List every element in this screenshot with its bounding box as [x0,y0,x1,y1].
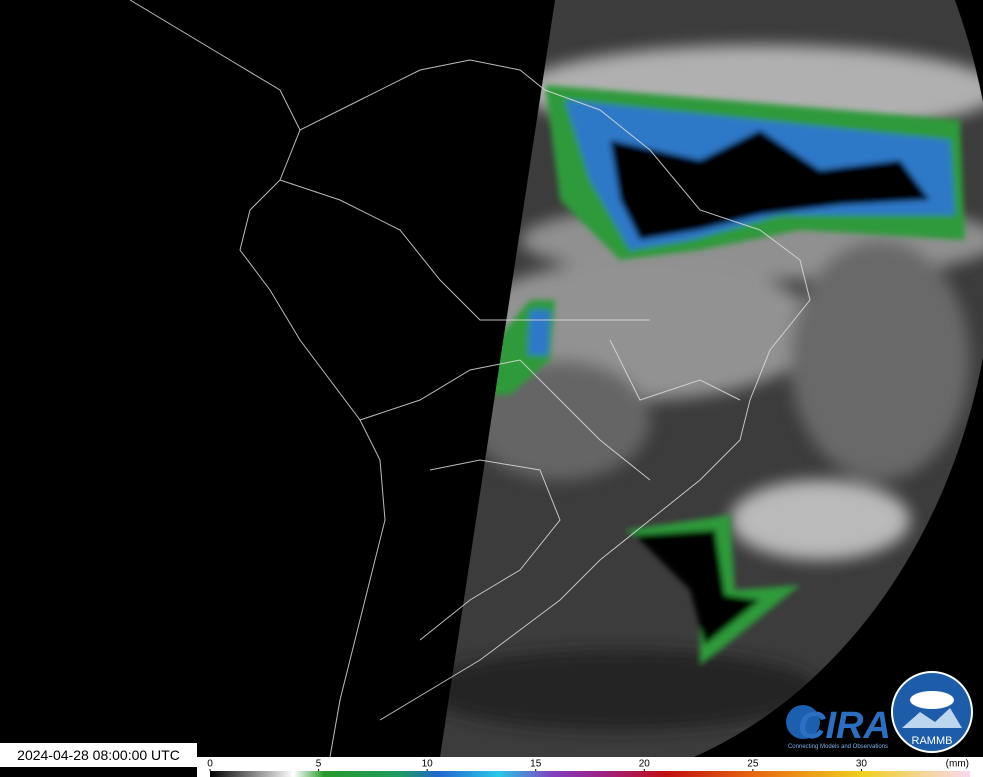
satellite-image: CIRA Connecting Models and Observations … [129,0,983,757]
colorbar-tick-label: 30 [856,759,868,770]
colorbar: (mm) 0 5 10 15 20 25 30 [197,757,983,777]
colorbar-tick-label: 25 [747,759,759,770]
colorbar-tick-label: 0 [207,759,213,770]
rammb-logo: RAMMB [891,671,973,753]
colorbar-tick-label: 10 [422,759,434,770]
timestamp: 2024-04-28 08:00:00 UTC [0,743,197,767]
colorbar-tick-label: 15 [530,759,542,770]
rammb-text: RAMMB [912,735,953,747]
cira-logo: CIRA Connecting Models and Observations [786,705,891,750]
cira-text: CIRA [798,705,891,747]
colorbar-scale [210,771,970,777]
earth-disc [440,0,983,757]
colorbar-tick-label: 20 [639,759,651,770]
colorbar-unit: (mm) [946,759,969,770]
borders [129,0,811,757]
cira-tagline: Connecting Models and Observations [788,744,888,750]
colorbar-tick-label: 5 [316,759,322,770]
